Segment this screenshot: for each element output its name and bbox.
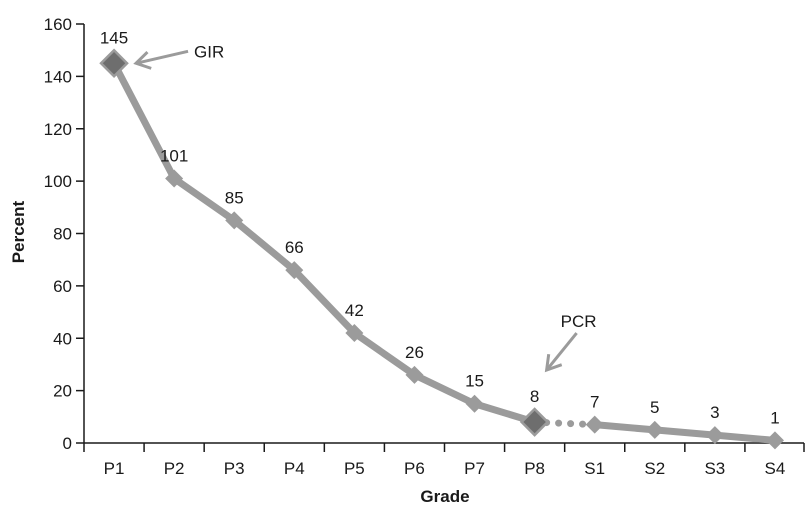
y-axis-title: Percent <box>9 200 28 263</box>
x-tick-label: P7 <box>464 459 485 478</box>
line-segment <box>591 421 659 434</box>
x-tick-label: P6 <box>404 459 425 478</box>
data-label: 8 <box>530 387 539 406</box>
data-point <box>165 169 184 188</box>
y-tick-label: 0 <box>63 434 72 453</box>
highlighted-data-point <box>99 48 129 79</box>
series-line <box>110 59 779 444</box>
data-label: 1 <box>770 408 779 427</box>
x-axis-title: Grade <box>420 487 469 506</box>
line-segment <box>651 426 719 439</box>
data-label: 5 <box>650 398 659 417</box>
y-tick-label: 160 <box>44 15 72 34</box>
data-label: 7 <box>590 393 599 412</box>
data-point <box>705 426 724 445</box>
line-segment <box>110 59 178 183</box>
annotation-label: PCR <box>561 312 597 331</box>
y-tick-label: 120 <box>44 120 72 139</box>
data-label: 85 <box>225 188 244 207</box>
y-tick-label: 140 <box>44 67 72 86</box>
x-tick-label: P4 <box>284 459 305 478</box>
x-tick-label: S4 <box>765 459 786 478</box>
data-labels: 145 101 85 66 42 26 15 8 7 5 3 1 <box>100 28 780 427</box>
line-segment <box>230 216 298 274</box>
data-point <box>405 365 424 384</box>
data-label: 42 <box>345 301 364 320</box>
x-tick-label: P5 <box>344 459 365 478</box>
data-point <box>465 394 484 413</box>
x-axis: P1 P2 P3 P4 P5 P6 P7 P8 S1 S2 S3 S4 <box>83 442 805 478</box>
x-tick-label: P2 <box>164 459 185 478</box>
line-segment <box>711 431 779 444</box>
line-segment <box>410 371 479 408</box>
line-segment <box>350 329 418 379</box>
data-label: 101 <box>160 147 188 166</box>
annotation-arrow-shaft <box>545 332 578 371</box>
annotations: GIR PCR <box>133 42 597 373</box>
data-label: 66 <box>285 238 304 257</box>
line-segment <box>170 175 238 224</box>
x-tick-label: S1 <box>584 459 605 478</box>
y-tick-label: 80 <box>53 225 72 244</box>
x-tick-label: S3 <box>704 459 725 478</box>
annotation-arrow-shaft <box>135 49 189 65</box>
highlighted-data-point <box>519 407 550 437</box>
annotation-arrow-head <box>544 353 563 373</box>
y-tick-label: 60 <box>53 277 72 296</box>
data-point <box>225 211 244 230</box>
data-point <box>285 261 304 280</box>
x-tick-label: P8 <box>524 459 545 478</box>
data-label: 15 <box>465 372 484 391</box>
data-label: 26 <box>405 343 424 362</box>
series-markers <box>99 48 784 450</box>
x-tick-label: P3 <box>224 459 245 478</box>
data-label: 3 <box>710 403 719 422</box>
data-point <box>645 420 664 439</box>
data-point <box>765 431 784 450</box>
y-tick-label: 20 <box>53 382 72 401</box>
y-axis: 0 20 40 60 80 100 120 140 160 <box>44 15 85 453</box>
line-segment <box>290 266 358 337</box>
y-tick-label: 40 <box>53 329 72 348</box>
data-point <box>345 324 364 343</box>
x-tick-label: S2 <box>644 459 665 478</box>
data-label: 145 <box>100 28 128 47</box>
y-tick-label: 100 <box>44 172 72 191</box>
x-tick-label: P1 <box>104 459 125 478</box>
annotation-label: GIR <box>194 42 224 61</box>
annotation-arrow-head <box>133 50 152 70</box>
data-point <box>585 415 604 434</box>
